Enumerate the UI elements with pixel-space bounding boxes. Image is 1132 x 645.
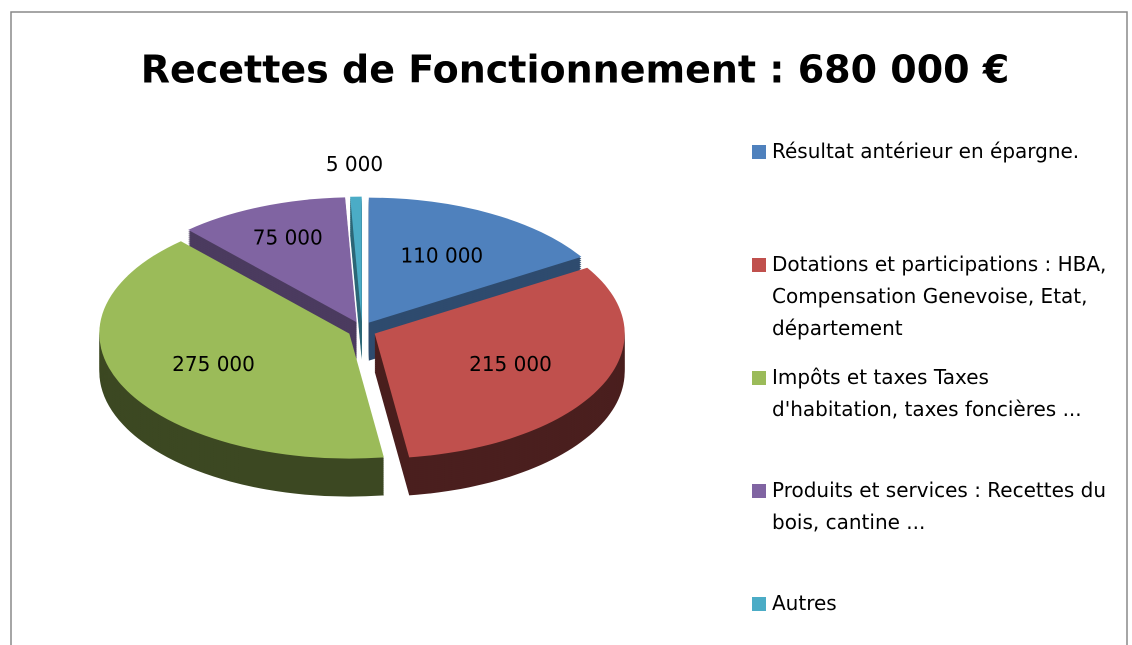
- legend-swatch: [752, 597, 766, 611]
- data-label: 215 000: [469, 352, 552, 376]
- legend-label: Impôts et taxes Taxes d'habitation, taxes…: [772, 365, 1082, 421]
- chart-title: Recettes de Fonctionnement : 680 000 €: [141, 48, 1010, 92]
- slice: [350, 196, 362, 322]
- legend-label: Dotations et participations : HBA, Compen…: [772, 252, 1106, 340]
- legend-line: Impôts et taxes Taxes: [772, 365, 989, 389]
- legend-line: département: [772, 316, 903, 340]
- legend-label: Produits et services : Recettes du bois, …: [772, 478, 1106, 534]
- legend-swatch: [752, 258, 766, 272]
- slice: [99, 241, 384, 459]
- legend-line: d'habitation, taxes foncières ...: [772, 397, 1082, 421]
- legend-line: bois, cantine ...: [772, 510, 925, 534]
- slice: [368, 197, 582, 323]
- data-label: 110 000: [400, 244, 483, 268]
- legend-swatch: [752, 484, 766, 498]
- data-label: 5 000: [326, 152, 383, 176]
- legend-label: Autres: [772, 591, 837, 615]
- slice: [188, 197, 357, 323]
- data-label: 275 000: [172, 352, 255, 376]
- legend-line: Résultat antérieur en épargne.: [772, 139, 1079, 163]
- legend-label: Résultat antérieur en épargne.: [772, 139, 1079, 163]
- legend-swatch: [752, 371, 766, 385]
- legend-line: Autres: [772, 591, 837, 615]
- legend-line: Produits et services : Recettes du: [772, 478, 1106, 502]
- data-label: 75 000: [253, 226, 323, 250]
- legend-line: Dotations et participations : HBA,: [772, 252, 1106, 276]
- legend-line: Compensation Genevoise, Etat,: [772, 284, 1088, 308]
- slice: [374, 267, 625, 458]
- legend-swatch: [752, 145, 766, 159]
